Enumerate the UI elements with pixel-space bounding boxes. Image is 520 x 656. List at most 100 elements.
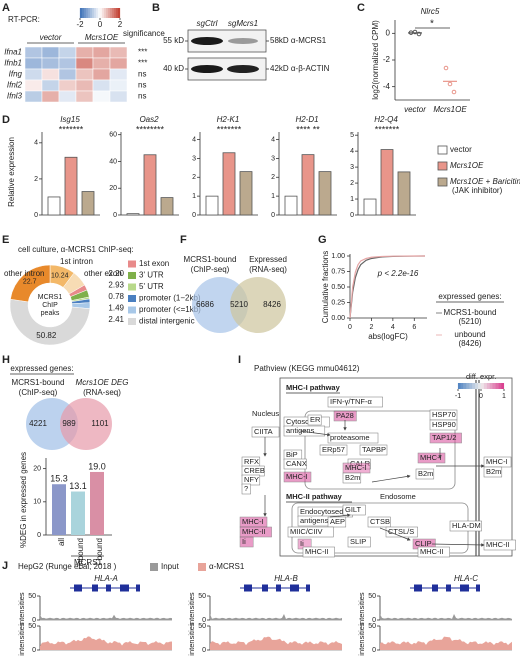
colorbar-tick-label: 0 [479, 393, 483, 400]
gene-label: Ifnl3 [7, 92, 23, 101]
pathway-label: ERp57 [322, 445, 345, 454]
y-axis-label: intensities [187, 592, 196, 626]
colorbar-step [93, 8, 97, 18]
y-tick-label: 0 [202, 617, 206, 624]
donut-center-label: MCRS1 [38, 294, 63, 301]
gene-box [241, 474, 261, 486]
gene-box [239, 526, 272, 538]
bar [205, 195, 219, 216]
band [191, 65, 223, 73]
set-label: (ChIP-seq) [191, 265, 230, 274]
value-label: 0.78 [108, 292, 124, 301]
heat-cell [41, 68, 60, 81]
pathway-label: MHC-II pathway [286, 492, 343, 501]
value-label: 1.49 [108, 304, 124, 313]
heat-cell [92, 46, 111, 59]
y-tick-label: 0 [32, 647, 36, 654]
exon [262, 584, 268, 592]
group-label: Mcrs1OE [85, 33, 119, 42]
x-tick-label: bound [95, 538, 104, 560]
legend-swatch [128, 272, 136, 279]
legend-swatch [437, 161, 448, 171]
legend-note: (JAK inhibitor) [452, 186, 503, 195]
pathway-label: Endocytosed [300, 507, 343, 516]
annotation: p < 2.2e-16 [377, 269, 419, 278]
venn-count: 5210 [230, 300, 248, 309]
pathway-label: CREB [244, 466, 265, 475]
colorbar-step [85, 8, 89, 18]
gene-box [367, 516, 391, 528]
gene-label: Ifna1 [4, 48, 22, 57]
y-tick-label: 0 [386, 28, 391, 37]
x-tick-label: unbound [76, 538, 85, 569]
group-label: MCRS1 [74, 558, 103, 567]
pathway-label: Ii [242, 537, 246, 546]
bar [90, 471, 104, 535]
x-axis-label: abs(logFC) [368, 332, 408, 341]
panel-letter: H [2, 354, 10, 366]
legend-label: α-MCRS1 [209, 562, 245, 571]
y-tick-label: 0 [372, 647, 376, 654]
gene-box [449, 520, 482, 532]
colorbar-step [83, 8, 87, 18]
legend-label: vector [450, 145, 472, 154]
panel-title: expressed genes: [10, 364, 73, 373]
colorbar-tick-label: -1 [455, 393, 461, 400]
pathway-label: CTSB [370, 517, 390, 526]
y-tick-label: 1.00 [331, 253, 345, 260]
exon [120, 584, 129, 592]
y-tick-label: 0 [192, 212, 196, 219]
gene-box [483, 466, 503, 478]
x-tick-label: Mcrs1OE [433, 105, 467, 114]
pathway-label: MHC-I [242, 517, 264, 526]
heat-cell [24, 79, 43, 92]
y-tick-label: 50 [28, 593, 36, 600]
exon [432, 584, 438, 592]
y-tick-label: 0 [32, 617, 36, 624]
heat-cell [75, 46, 94, 59]
significance-mark: ******* [217, 124, 242, 134]
legend-label: promoter (1−2kb) [139, 294, 201, 303]
colorbar-step [99, 8, 103, 18]
y-axis-label: intensities [357, 592, 366, 626]
colorbar-step [115, 8, 119, 18]
donut-segment [9, 298, 91, 346]
heat-cell [75, 57, 94, 70]
marker-label: 55 kD [163, 36, 184, 45]
colorbar-step [95, 8, 99, 18]
signal-track [40, 636, 172, 650]
heat-cell [58, 79, 77, 92]
y-tick-label: 0 [202, 647, 206, 654]
x-tick-label: 2 [369, 324, 373, 331]
legend-label: 3' UTR [139, 271, 164, 280]
panel-title: cell culture, α-MCRS1 ChIP-seq: [18, 245, 134, 254]
colorbar-tick-label: 0 [98, 20, 103, 29]
gene-box [307, 414, 322, 426]
x-tick-label: 6 [412, 324, 416, 331]
gene-box [319, 444, 348, 456]
pathway-label: TAPBP [362, 445, 386, 454]
value-label: 2.20 [108, 269, 124, 278]
band [227, 65, 259, 73]
legend-swatch [437, 145, 448, 155]
point [412, 29, 418, 35]
set-label: Mcrs1OE DEG [76, 378, 129, 387]
panel-letter: E [2, 234, 9, 246]
pathway-label: MHC-II [242, 527, 266, 536]
venn-count: 4221 [29, 419, 47, 428]
pathway-label: CLIP [415, 539, 432, 548]
gene-label: Ifnl2 [7, 81, 23, 90]
y-tick-label: 0 [113, 212, 117, 219]
significance-title: significance [123, 29, 165, 38]
pathway-label: B2m [486, 467, 501, 476]
y-tick-label: -2 [383, 55, 391, 64]
bar [284, 195, 298, 216]
y-tick-label: 50 [198, 623, 206, 630]
bar [239, 171, 253, 216]
pathway-label: GILT [345, 505, 362, 514]
lane-label: sgMcrs1 [228, 19, 258, 28]
heat-cell [58, 68, 77, 81]
plot-title: H2-D1 [295, 115, 318, 124]
x-tick-label: 4 [391, 324, 395, 331]
y-tick-label: 60 [109, 132, 117, 139]
